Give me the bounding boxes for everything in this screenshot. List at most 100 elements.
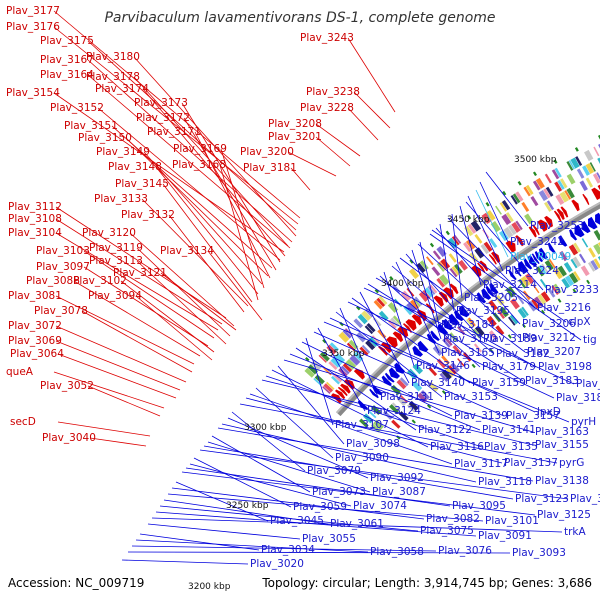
gc-marker [485, 202, 490, 207]
cog-category-block [488, 300, 498, 311]
reverse-label-connector [261, 379, 534, 446]
forward-label-connector [87, 385, 161, 417]
cog-category-block [530, 196, 539, 207]
reverse-gene-label: Plav_3098 [346, 438, 400, 450]
cog-category-block [593, 243, 600, 255]
cog-category-block [439, 372, 449, 382]
reverse-gene-label: Plav_3093 [512, 547, 566, 559]
forward-gene-label: Plav_3097 [36, 261, 90, 273]
cog-category-block [588, 247, 596, 258]
cog-category-block [521, 201, 530, 212]
accession-text: Accession: NC_009719 [8, 576, 144, 590]
cog-category-block [378, 310, 389, 322]
cog-category-block [451, 236, 460, 246]
cog-category-block [420, 390, 430, 400]
cog-category-block [546, 200, 555, 211]
cog-category-block [436, 277, 446, 288]
forward-gene-label: Plav_3104 [8, 227, 62, 239]
reverse-gene-label: Plav_3153 [444, 391, 498, 403]
cog-category-block [414, 296, 423, 306]
gc-marker [502, 190, 507, 196]
reverse-label-connector [351, 297, 471, 384]
cog-category-block [540, 291, 551, 303]
reverse-label-connector [175, 481, 269, 522]
cog-category-block [509, 298, 520, 310]
cog-category-block [488, 330, 499, 341]
cog-category-block [399, 377, 409, 387]
reverse-gene-label: Plav_3073 [312, 486, 366, 498]
cog-category-block [361, 344, 371, 354]
reverse-gene-label: Plav_3182 [496, 348, 550, 360]
cog-category-block [364, 325, 374, 335]
forward-cds-arrow [337, 386, 348, 397]
forward-label-connector [290, 167, 311, 191]
cog-category-block [353, 351, 364, 362]
cog-category-block [441, 369, 452, 381]
reverse-gene-label: Plav_3061 [330, 518, 384, 530]
cog-category-block [408, 268, 420, 280]
cog-category-block [486, 315, 497, 327]
cog-category-block [334, 353, 346, 364]
forward-gene-label: Plav_3112 [8, 201, 62, 213]
reverse-gene-label: Plav_3224 [505, 265, 559, 277]
forward-gene-label: Plav_3177 [6, 5, 60, 17]
reverse-label-connector [277, 365, 345, 445]
reverse-gene-label: clpX [568, 316, 591, 328]
reverse-gene-label: Plav_3059 [293, 501, 347, 513]
forward-gene-label: Plav_3119 [89, 242, 143, 254]
cog-category-block [451, 266, 460, 276]
reverse-label-connector [375, 277, 537, 368]
reverse-gene-label: Plav_3253 [530, 220, 584, 232]
reverse-label-connector [405, 253, 482, 340]
cog-category-block [333, 373, 343, 383]
reverse-gene-label: Plav_3183 [525, 375, 579, 387]
gc-marker [597, 134, 600, 140]
forward-label-connector [89, 437, 147, 447]
cog-category-block [467, 223, 477, 234]
reverse-gene-label: Plav_3125 [537, 509, 591, 521]
reverse-label-connector [475, 189, 509, 258]
cog-category-block [547, 287, 556, 298]
forward-gene-label: Plav_3069 [8, 335, 62, 347]
forward-label-connector [55, 218, 223, 325]
forward-cds-arrow [331, 393, 342, 404]
cog-category-block [544, 173, 552, 184]
forward-cds-arrow [571, 199, 580, 212]
cog-category-block [436, 246, 447, 258]
reverse-cds-arrow [437, 323, 448, 335]
cog-category-block [390, 384, 401, 396]
gc-marker [521, 323, 526, 328]
cog-category-block [465, 239, 476, 250]
forward-label-connector [73, 280, 201, 357]
forward-label-connector [133, 56, 297, 237]
cog-category-block [436, 344, 445, 353]
cog-category-block [510, 195, 518, 205]
reverse-label-connector [329, 317, 536, 413]
cog-category-block [406, 404, 416, 413]
cog-category-block [511, 221, 521, 233]
cog-category-block [543, 188, 551, 199]
reverse-gene-label: pyrG [559, 457, 584, 469]
cog-category-block [464, 225, 474, 237]
cog-category-block [505, 287, 514, 298]
reverse-label-connector [367, 283, 524, 382]
forward-label-connector [129, 232, 235, 327]
forward-label-connector [87, 40, 297, 231]
reverse-gene-label: Plav_3233 [545, 284, 599, 296]
gene-label-layer: Plav_3177Plav_3176Plav_3175Plav_3180Plav… [6, 5, 600, 570]
cog-category-block [470, 220, 481, 232]
forward-gene-label: Plav_3151 [64, 120, 118, 132]
kbp-tick-label: 3200 kbp [188, 582, 231, 592]
reverse-gene-label: pyrH [571, 416, 596, 428]
gc-marker [429, 242, 435, 248]
cog-category-block [524, 213, 534, 225]
reverse-gene-label: Plav_3207 [527, 346, 581, 358]
forward-label-connector [57, 353, 177, 399]
cog-category-block [348, 339, 359, 350]
reverse-cds-arrow [538, 247, 549, 260]
cog-category-block [489, 238, 498, 249]
cog-category-block [593, 258, 600, 269]
cog-category-block [353, 318, 364, 329]
reverse-cds-arrow [574, 224, 585, 238]
cog-category-block [314, 374, 325, 385]
